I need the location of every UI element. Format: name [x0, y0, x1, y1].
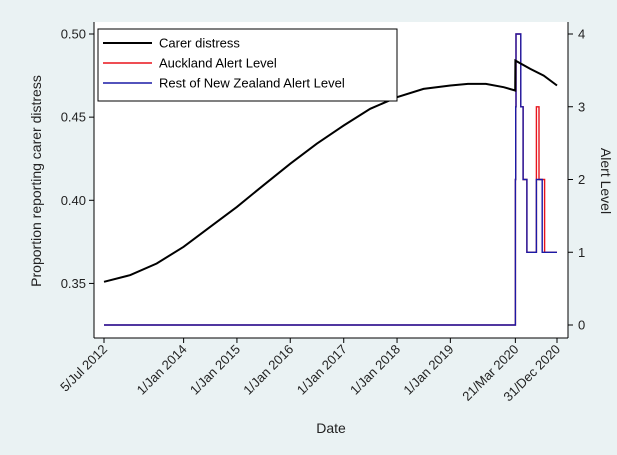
y-tick-label: 0.50	[61, 27, 86, 42]
legend-label: Auckland Alert Level	[159, 56, 277, 71]
y2-tick-label: 4	[578, 27, 585, 42]
legend-label: Rest of New Zealand Alert Level	[159, 76, 345, 91]
x-tick-label: 1/Jan 2017	[294, 342, 350, 398]
y2-tick-label: 3	[578, 99, 585, 114]
x-tick-label: 1/Jan 2016	[240, 342, 296, 398]
y-tick-label: 0.45	[61, 110, 86, 125]
x-axis-title: Date	[316, 420, 346, 436]
y2-tick-label: 2	[578, 172, 585, 187]
y-tick-label: 0.40	[61, 193, 86, 208]
y2-tick-label: 1	[578, 245, 585, 260]
x-tick-label: 1/Jan 2015	[187, 342, 243, 398]
x-tick-label: 1/Jan 2014	[134, 342, 190, 398]
legend-label: Carer distress	[159, 36, 240, 51]
y2-tick-label: 0	[578, 318, 585, 333]
series-line-2	[104, 33, 557, 326]
x-tick-label: 1/Jan 2019	[400, 342, 456, 398]
y2-axis-title: Alert Level	[598, 148, 614, 214]
series-layer	[103, 33, 558, 326]
y-axis-title: Proportion reporting carer distress	[28, 75, 44, 287]
x-tick-label: 5/Jul 2012	[57, 342, 110, 395]
series-line-0	[103, 58, 558, 283]
x-tick-label: 1/Jan 2018	[347, 342, 403, 398]
legend: Carer distress Auckland Alert Level Rest o…	[97, 28, 398, 102]
legend-box	[97, 28, 398, 102]
y-tick-label: 0.35	[61, 276, 86, 291]
